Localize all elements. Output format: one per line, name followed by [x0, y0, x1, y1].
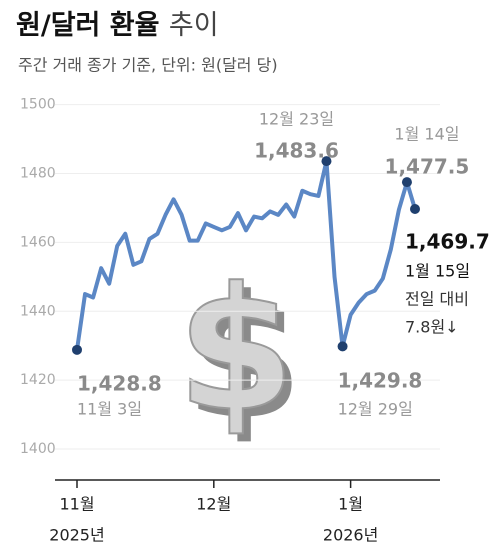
- point-marker: [410, 203, 420, 214]
- x-tick-label: 12월: [196, 495, 231, 514]
- note-line: 7.8원↓: [405, 318, 459, 337]
- chart-subtitle: 주간 거래 종가 기준, 단위: 원(달러 당): [18, 56, 278, 75]
- value-label: 1,477.5: [385, 155, 470, 179]
- y-tick-label: 1400: [20, 441, 56, 457]
- y-tick-label: 1420: [20, 372, 56, 388]
- point-marker: [72, 344, 82, 355]
- title-main: 원/달러 환율: [16, 10, 159, 41]
- dollar-icon: $ $: [176, 250, 303, 457]
- chart-title: 원/달러 환율 추이: [16, 10, 219, 41]
- point-marker: [401, 177, 412, 188]
- point-date: 11월 3일: [77, 400, 142, 419]
- x-tick-label: 1월: [338, 495, 363, 514]
- dollar-shadow: $: [185, 259, 303, 457]
- note-line: 전일 대비: [405, 290, 469, 309]
- x-year-label: 2025년: [49, 526, 104, 545]
- value-label: 1,469.7: [405, 230, 490, 254]
- title-light: 추이: [169, 10, 219, 41]
- value-label: 1,483.6: [254, 139, 339, 163]
- point-marker: [337, 341, 348, 352]
- point-marker: [321, 156, 332, 167]
- point-date: 12월 29일: [338, 400, 413, 419]
- y-tick-label: 1480: [20, 166, 56, 182]
- value-label: 1,429.8: [338, 369, 423, 393]
- dollar-face: $: [177, 251, 295, 449]
- value-label: 1,428.8: [77, 372, 162, 396]
- point-date: 1월 14일: [394, 125, 459, 144]
- y-tick-label: 1500: [20, 97, 56, 113]
- y-tick-label: 1440: [20, 303, 56, 319]
- x-year-label: 2026년: [323, 526, 378, 545]
- point-date: 1월 15일: [405, 262, 470, 281]
- y-tick-label: 1460: [20, 234, 56, 250]
- x-tick-label: 11월: [59, 495, 94, 514]
- point-date: 12월 23일: [259, 110, 334, 129]
- line-series: [75, 159, 417, 351]
